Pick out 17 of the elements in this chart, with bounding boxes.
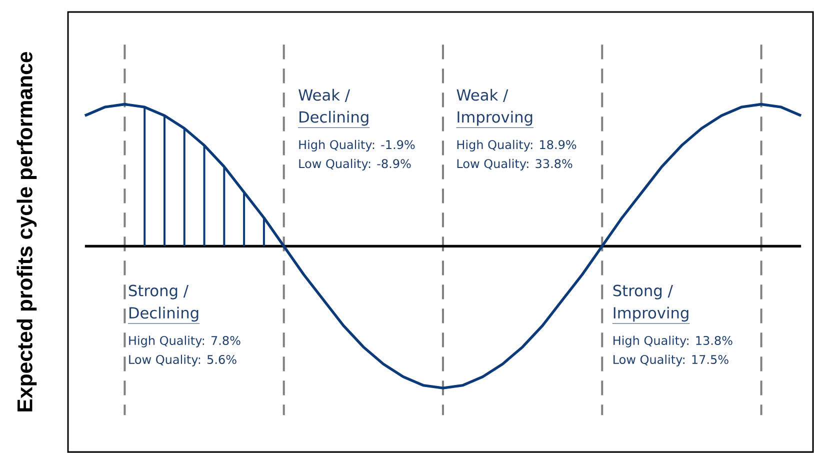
- annotation: Declining: [300, 110, 368, 126]
- annotation: High Quality: 18.9%: [457, 140, 576, 152]
- text: Weak /: [456, 88, 508, 102]
- annotation: High Quality: 7.8%: [129, 336, 240, 348]
- annotation: Improving: [458, 110, 532, 126]
- text: Weak /: [298, 88, 350, 102]
- annotation: High Quality: -1.9%: [299, 140, 415, 152]
- annotation: Low Quality: -8.9%: [299, 158, 411, 170]
- annotation: Declining: [129, 306, 198, 322]
- annotation: Low Quality: 33.8%: [457, 158, 572, 170]
- annotation: Low Quality: 17.5%: [614, 354, 728, 366]
- annotation: Improving: [614, 306, 688, 322]
- annotation: High Quality: 13.8%: [614, 336, 732, 348]
- annotation: Low Quality: 5.6%: [129, 354, 236, 366]
- y-axis-title: Expected profits cycle performance: [16, 52, 37, 412]
- annotation: Strong /: [128, 284, 189, 300]
- annotation: Strong /: [613, 284, 673, 300]
